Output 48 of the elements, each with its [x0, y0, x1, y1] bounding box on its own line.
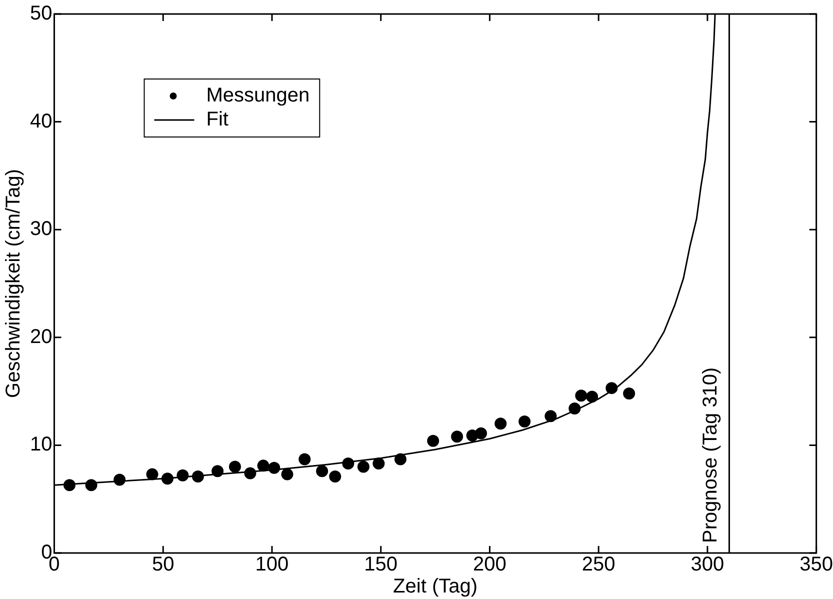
y-axis-title: Geschwindigkeit (cm/Tag): [2, 169, 25, 398]
point: [342, 458, 354, 470]
x-tick-label: 100: [255, 554, 289, 576]
point: [475, 427, 488, 440]
point: [228, 460, 241, 473]
point: [192, 470, 204, 482]
x-tick-label: 50: [152, 554, 174, 576]
x-tick-label: 350: [800, 554, 833, 576]
x-axis-title: Zeit (Tag): [393, 576, 478, 598]
x-tick-label: 250: [582, 554, 616, 576]
point: [357, 460, 370, 473]
x-tick-label: 150: [364, 554, 398, 576]
point: [427, 434, 440, 447]
y-tick-label: 20: [30, 326, 52, 348]
point: [586, 390, 598, 403]
point: [451, 430, 464, 443]
legend-label: Messungen: [206, 84, 310, 107]
point: [212, 465, 224, 478]
y-tick-label: 10: [30, 434, 52, 456]
point: [316, 465, 328, 478]
point: [281, 468, 294, 480]
y-tick-label: 50: [30, 2, 52, 25]
point: [518, 415, 531, 428]
point: [146, 468, 158, 480]
point: [244, 467, 256, 480]
point: [494, 418, 507, 430]
y-tick-label: 40: [30, 110, 52, 132]
point: [544, 410, 557, 422]
point: [329, 470, 342, 482]
y-tick-label: 30: [30, 218, 52, 240]
point: [161, 472, 174, 485]
point: [623, 387, 636, 400]
point: [268, 462, 280, 474]
point: [575, 390, 588, 402]
point: [568, 402, 581, 415]
point: [85, 479, 98, 492]
legend-label: Fit: [206, 108, 229, 131]
point: [176, 469, 189, 482]
x-tick-label: 200: [473, 554, 506, 576]
x-tick-label: 300: [690, 554, 724, 576]
point: [394, 453, 406, 466]
ref-line-label: Prognose (Tag 310): [700, 367, 722, 543]
point: [606, 382, 618, 394]
point: [298, 453, 311, 466]
point: [372, 458, 385, 470]
point: [63, 479, 76, 492]
point: [114, 474, 126, 486]
point: [257, 460, 270, 472]
